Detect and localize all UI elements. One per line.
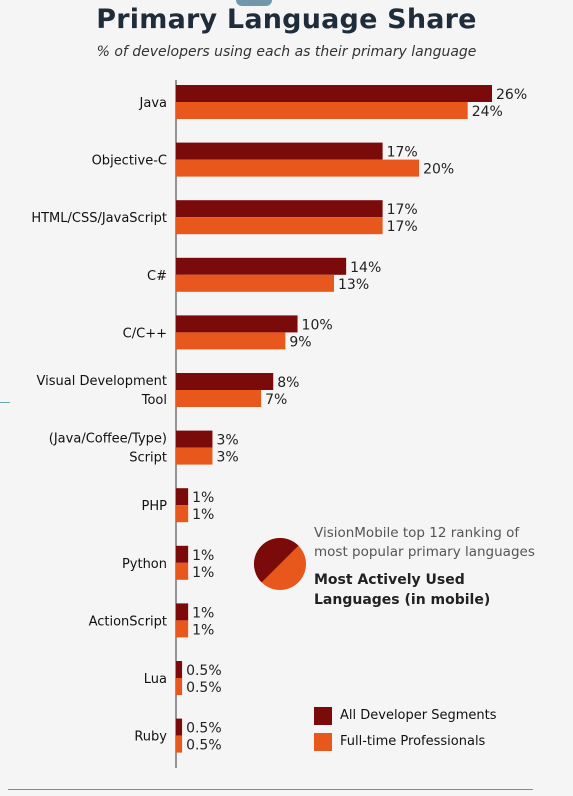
legend-swatch-full-time [314,733,332,751]
category-label-java-coffee-type-script-line2: Script [129,451,167,466]
pie-icon-dark [253,537,299,583]
category-label-c-c: C/C++ [123,326,167,341]
category-label-visual-development-tool-line1: Visual Development [37,374,167,389]
callout-heading-line2: Languages (in mobile) [314,592,491,608]
value-label-lua-all-developers: 0.5% [186,663,222,679]
value-label-python-full-time: 1% [192,565,214,581]
bar-visual-development-tool-all-developers [176,373,274,390]
bar-java-coffee-type-script-full-time [176,447,213,465]
value-label-c-full-time: 13% [338,277,369,293]
category-label-java: Java [139,96,167,111]
callout-heading-line1: Most Actively Used [314,572,465,588]
bar-c-c-full-time [176,332,286,350]
value-label-java-coffee-type-script-all-developers: 3% [216,433,238,449]
bar-objective-c-full-time [176,159,420,177]
chart-title: Primary Language Share [96,4,477,35]
legend-swatch-all-developers [314,707,332,725]
category-label-php: PHP [142,499,168,514]
bar-visual-development-tool-full-time [176,390,262,407]
category-label-c: C# [147,269,167,284]
edge-marker [0,402,10,403]
bar-actionscript-full-time [176,620,189,638]
callout-text-line1: VisionMobile top 12 ranking of [314,525,520,541]
category-label-html-css-javascript: HTML/CSS/JavaScript [31,211,167,226]
bottom-divider [8,789,533,790]
bar-c-all-developers [176,257,347,275]
legend-label-all-developers: All Developer Segments [340,708,497,723]
value-label-objective-c-full-time: 20% [423,162,454,178]
bar-ruby-full-time [176,735,183,753]
value-label-python-all-developers: 1% [192,548,214,564]
bar-lua-all-developers [176,661,183,678]
value-label-c-all-developers: 14% [350,260,381,276]
chart-subtitle: % of developers using each as their prim… [96,44,477,60]
bar-ruby-all-developers [176,718,183,736]
bar-c-full-time [176,274,334,292]
category-label-objective-c: Objective-C [92,154,167,169]
value-label-java-full-time: 24% [472,104,503,120]
bar-objective-c-all-developers [176,142,383,160]
bar-html-css-javascript-all-developers [176,200,383,218]
value-label-visual-development-tool-full-time: 7% [265,392,287,408]
bar-java-all-developers [176,85,492,102]
bar-java-full-time [176,102,468,119]
category-label-lua: Lua [144,672,167,687]
category-label-python: Python [122,557,167,572]
value-label-c-c-full-time: 9% [289,334,311,350]
bar-python-full-time [176,562,189,580]
bar-java-coffee-type-script-all-developers [176,430,213,448]
header-decoration [236,0,272,6]
legend-label-full-time: Full-time Professionals [340,734,486,749]
value-label-html-css-javascript-full-time: 17% [387,219,418,235]
value-label-actionscript-all-developers: 1% [192,605,214,621]
legend-item-all-developers: All Developer Segments [314,706,554,732]
category-label-java-coffee-type-script-line1: (Java/Coffee/Type) [49,432,167,447]
value-label-html-css-javascript-all-developers: 17% [387,202,418,218]
value-label-actionscript-full-time: 1% [192,622,214,638]
callout-text-line2: most popular primary languages [314,544,535,560]
legend: All Developer Segments Full-time Profess… [314,706,554,758]
value-label-c-c-all-developers: 10% [302,317,333,333]
value-label-ruby-all-developers: 0.5% [186,721,222,737]
ranking-callout: VisionMobile top 12 ranking of most popu… [252,524,562,614]
pie-icon [253,537,306,590]
bar-lua-full-time [176,678,183,695]
bar-actionscript-all-developers [176,603,189,621]
value-label-php-all-developers: 1% [192,490,214,506]
category-label-actionscript: ActionScript [89,614,167,629]
value-label-visual-development-tool-all-developers: 8% [277,375,299,391]
bar-html-css-javascript-full-time [176,217,383,235]
value-label-java-coffee-type-script-full-time: 3% [216,450,238,466]
value-label-php-full-time: 1% [192,507,214,523]
value-label-ruby-full-time: 0.5% [186,738,222,754]
bar-python-all-developers [176,545,189,563]
bar-php-all-developers [176,488,189,506]
category-label-visual-development-tool-line2: Tool [141,393,167,408]
bar-php-full-time [176,505,189,523]
bar-c-c-all-developers [176,315,298,333]
category-label-ruby: Ruby [134,730,167,745]
value-label-lua-full-time: 0.5% [186,680,222,696]
legend-item-full-time: Full-time Professionals [314,732,554,758]
value-label-java-all-developers: 26% [496,87,527,103]
value-label-objective-c-all-developers: 17% [387,145,418,161]
